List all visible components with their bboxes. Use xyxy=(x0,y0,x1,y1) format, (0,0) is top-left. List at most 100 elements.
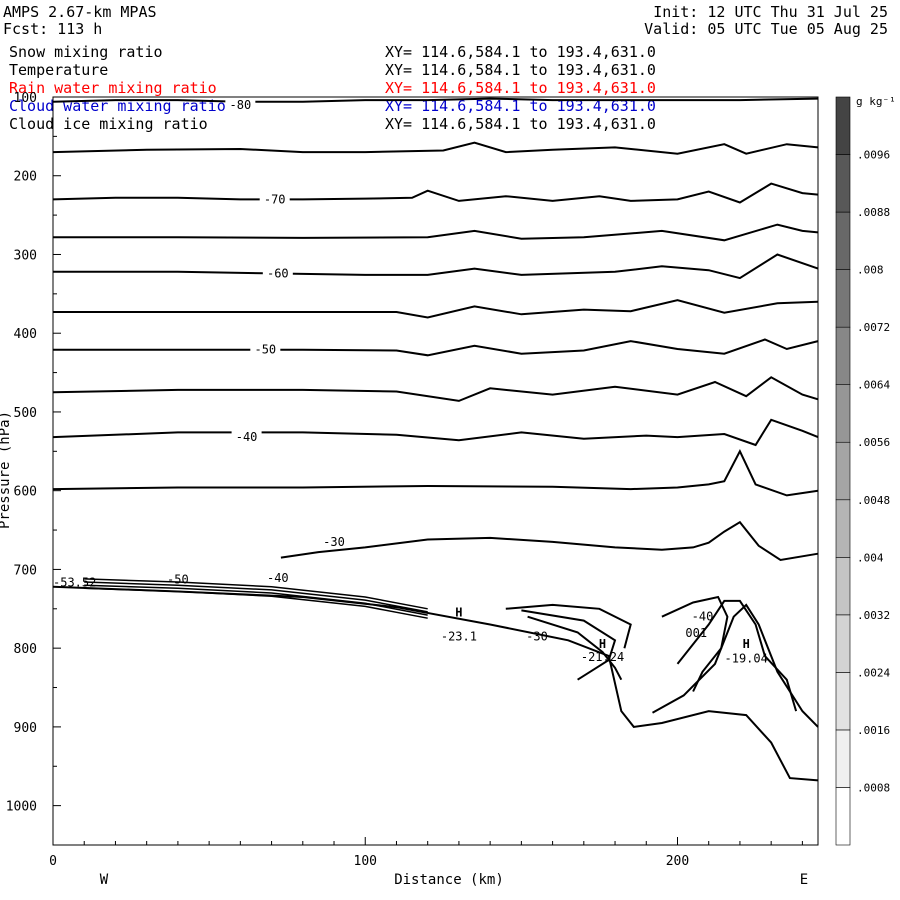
colorbar-swatch xyxy=(835,672,851,731)
colorbar-label: .0088 xyxy=(857,206,890,219)
mixing-ratio-contour-3 xyxy=(661,595,729,692)
colorbar-swatch xyxy=(835,441,851,501)
header: AMPS 2.67-km MPAS Fcst: 113 h Init: 12 U… xyxy=(0,0,900,140)
temperature-contour-1 xyxy=(52,141,819,155)
contour-label: -60 xyxy=(267,266,289,280)
terrain-layer xyxy=(52,578,819,782)
y-tick-label: 400 xyxy=(14,327,37,342)
boundary-layer-line-2 xyxy=(84,584,428,616)
temperature-contour-10 xyxy=(280,520,819,562)
chart-label-11: 001 xyxy=(685,626,707,640)
plot-frame xyxy=(52,96,819,846)
contour-label-bg xyxy=(319,533,350,548)
colorbar-swatch xyxy=(835,729,851,788)
x-tick-label: 0 xyxy=(49,854,57,869)
x-end-label-west: W xyxy=(100,872,109,888)
x-axis-label: Distance (km) xyxy=(394,872,504,888)
chart-label-5: -19.04 xyxy=(725,651,768,665)
boundary-layer-line-0 xyxy=(84,578,428,610)
chart-label-7: -50 xyxy=(167,573,189,587)
chart-label-3: -21.24 xyxy=(581,650,624,664)
y-tick-label: 900 xyxy=(14,721,37,736)
colorbar-label: .004 xyxy=(857,551,884,564)
boundary-layer-line-3 xyxy=(84,587,428,619)
colorbar-swatch xyxy=(835,96,851,155)
contour-label-bg xyxy=(231,429,262,444)
colorbar-swatch xyxy=(835,614,851,673)
temperature-contour-3 xyxy=(53,223,819,242)
legend-xy-cloud-ice: XY= 114.6,584.1 to 193.4,631.0 xyxy=(385,115,656,133)
chart-label-2: H xyxy=(599,637,606,651)
contour-label: -80 xyxy=(230,98,252,112)
mixing-ratio-contour-0 xyxy=(521,609,617,681)
contour-label-bg xyxy=(250,341,281,356)
contour-layer: -80 -70 -60 -50 -40 -30 xyxy=(52,96,819,562)
colorbar-swatch xyxy=(835,154,851,213)
forecast-hour: Fcst: 113 h xyxy=(3,20,103,38)
mixing-ratio-contour-4 xyxy=(676,599,798,712)
chart-label-6: -30 xyxy=(526,629,548,643)
legend-xy-cloud-water: XY= 114.6,584.1 to 193.4,631.0 xyxy=(385,97,656,115)
y-tick-label: 800 xyxy=(14,642,37,657)
colorbar-swatch xyxy=(835,211,851,270)
y-tick-label: 300 xyxy=(14,248,37,263)
legend-name-cloud-ice: Cloud ice mixing ratio xyxy=(9,115,208,133)
y-tick-label: 200 xyxy=(14,170,37,185)
legend-xy-snow: XY= 114.6,584.1 to 193.4,631.0 xyxy=(385,43,656,61)
contour-label-bg xyxy=(259,191,290,206)
chart-label-0: H xyxy=(455,606,462,620)
y-tick-label: 500 xyxy=(14,406,37,421)
x-tick-label: 200 xyxy=(666,854,689,869)
contour-label: -40 xyxy=(236,430,258,444)
colorbar-swatch xyxy=(835,499,851,558)
colorbar: .0008 .0016 .0024 .0032 .004 .0048 .0056 .0064.… xyxy=(835,95,896,846)
legend-xy-rain: XY= 114.6,584.1 to 193.4,631.0 xyxy=(385,79,656,97)
contour-label-bg xyxy=(262,265,293,280)
label-layer: H-23.1H-21.24H-19.04-30-50 -40-53.52-4000… xyxy=(53,571,768,665)
boundary-layer-line-1 xyxy=(84,581,428,613)
legend-name-temperature: Temperature xyxy=(9,61,109,79)
colorbar-label: .0072 xyxy=(857,321,890,334)
mixing-ratio-contour-1 xyxy=(527,615,623,681)
mixing-ratio-contour-5 xyxy=(652,603,819,728)
mixing-ratio-contour-2 xyxy=(505,603,632,649)
y-axis-label: Pressure (hPa) xyxy=(0,411,13,529)
colorbar-unit: g kg⁻¹ xyxy=(856,95,896,108)
x-end-label-east: E xyxy=(800,872,808,888)
chart-label-10: -40 xyxy=(692,610,714,624)
temperature-contour-7 xyxy=(52,376,819,402)
colorbar-swatch xyxy=(835,384,851,443)
chart-label-8: -40 xyxy=(267,571,289,585)
colorbar-label: .0008 xyxy=(857,781,890,794)
temperature-contour-8 xyxy=(52,418,819,447)
chart-label-9: -53.52 xyxy=(53,576,96,590)
temperature-contour-6 xyxy=(53,338,819,357)
contour-label-bg xyxy=(225,96,256,111)
colorbar-label: .0096 xyxy=(857,149,890,162)
colorbar-label: .0032 xyxy=(857,609,890,622)
chart-label-4: H xyxy=(743,637,750,651)
colorbar-swatch xyxy=(835,269,851,328)
contour-label: -70 xyxy=(264,192,286,206)
y-tick-label: 100 xyxy=(14,91,37,106)
colorbar-label: .0064 xyxy=(857,379,890,392)
contour-label: -30 xyxy=(323,535,345,549)
y-tick-label: 600 xyxy=(14,485,37,500)
temperature-contour-5 xyxy=(53,299,819,319)
temperature-contour-9 xyxy=(52,449,819,497)
temperature-contour-0 xyxy=(52,97,819,103)
colorbar-label: .008 xyxy=(857,264,884,277)
colorbar-swatch xyxy=(835,787,851,846)
valid-time: Valid: 05 UTC Tue 05 Aug 25 xyxy=(644,20,888,38)
colorbar-label: .0056 xyxy=(857,436,890,449)
y-tick-label: 1000 xyxy=(6,800,37,815)
init-time: Init: 12 UTC Thu 31 Jul 25 xyxy=(653,3,888,21)
colorbar-label: .0016 xyxy=(857,724,890,737)
temperature-contour-2 xyxy=(52,182,819,204)
colorbar-swatch xyxy=(835,557,851,616)
legend-name-snow: Snow mixing ratio xyxy=(9,43,163,61)
axis-layer: 100 200 300 400 500 600 700 800 900 1000 0 100 200 xyxy=(6,91,803,869)
colorbar-label: .0024 xyxy=(857,666,890,679)
contour-label: -50 xyxy=(254,343,276,357)
